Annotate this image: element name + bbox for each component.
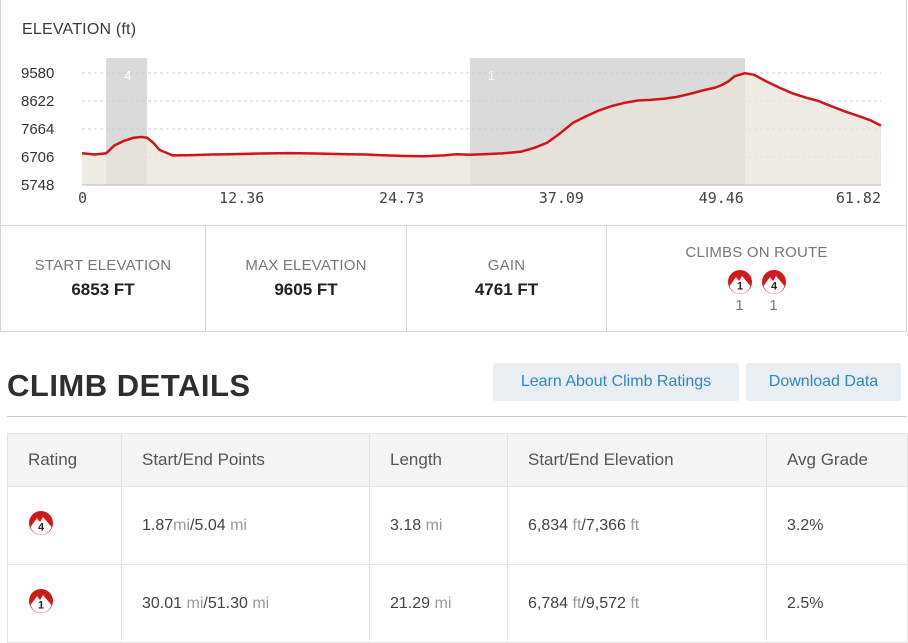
climb-rating-1-icon: 1 bbox=[28, 588, 54, 614]
gain-value: 4761 FT bbox=[474, 280, 539, 299]
grade-cell: 2.5% bbox=[766, 564, 908, 643]
unit: mi bbox=[173, 516, 191, 534]
x-tick-label: 61.82 bbox=[836, 189, 881, 207]
start-elevation: 6,784 bbox=[528, 594, 569, 612]
y-tick-label: 7664 bbox=[21, 121, 54, 138]
y-tick-label: 8622 bbox=[21, 93, 54, 110]
max-elevation-label: MAX ELEVATION bbox=[245, 257, 367, 274]
climb-rating-4-icon: 4 bbox=[28, 510, 54, 536]
column-header-rating: Rating bbox=[7, 433, 122, 487]
x-tick-label: 12.36 bbox=[219, 189, 264, 207]
unit: mi bbox=[434, 594, 452, 612]
length-cell: 3.18 mi bbox=[369, 486, 508, 565]
column-header-elevation: Start/End Elevation bbox=[507, 433, 767, 487]
max-elevation-stat: MAX ELEVATION 9605 FT bbox=[206, 226, 407, 331]
elevation-cell: 6,834 ft/7,366 ft bbox=[507, 486, 767, 565]
climb-count: 1 bbox=[735, 296, 744, 314]
table-row[interactable]: 1 30.01 mi/51.30 mi 21.29 mi 6,784 ft/9,… bbox=[7, 564, 908, 643]
max-elevation-value: 9605 FT bbox=[274, 280, 338, 299]
end-elevation: 7,366 bbox=[585, 516, 626, 534]
elevation-line bbox=[81, 71, 882, 158]
elevation-chart[interactable]: 4 1 5748 6706 7664 8622 9580 0 12.36 24.73 37.09 49… bbox=[1, 0, 908, 226]
unit: mi bbox=[425, 516, 443, 534]
climb-band-label: 1 bbox=[488, 68, 495, 83]
column-header-grade: Avg Grade bbox=[766, 433, 908, 487]
table-row[interactable]: 4 1.87mi/5.04 mi 3.18 mi 6,834 ft/7,366 … bbox=[7, 486, 908, 565]
x-tick-label: 49.46 bbox=[699, 189, 744, 207]
svg-text:4: 4 bbox=[770, 280, 777, 292]
unit: ft bbox=[572, 516, 582, 534]
rating-cell: 1 bbox=[7, 564, 122, 643]
y-tick-label: 9580 bbox=[21, 65, 54, 82]
elevation-chart-panel: ELEVATION (ft) 4 1 5748 6706 7664 8622 9580 0 12… bbox=[0, 0, 907, 226]
climb-counts: 1 1 bbox=[727, 297, 787, 314]
length-value: 21.29 bbox=[390, 594, 431, 612]
unit: ft bbox=[572, 594, 582, 612]
divider bbox=[7, 416, 907, 417]
climb-details-title: CLIMB DETAILS bbox=[7, 368, 251, 403]
climb-count: 1 bbox=[769, 296, 778, 314]
unit: mi bbox=[230, 516, 247, 534]
unit: ft bbox=[630, 516, 640, 534]
climb-details-table: Rating Start/End Points Length Start/End… bbox=[7, 433, 908, 643]
length-cell: 21.29 mi bbox=[369, 564, 508, 643]
points-cell: 1.87mi/5.04 mi bbox=[121, 486, 370, 565]
climb-rating-1-icon[interactable]: 1 bbox=[727, 269, 753, 295]
start-elevation-stat: START ELEVATION 6853 FT bbox=[1, 226, 206, 331]
column-header-length: Length bbox=[369, 433, 508, 487]
x-tick-label: 24.73 bbox=[379, 189, 424, 207]
length-value: 3.18 bbox=[390, 516, 422, 534]
svg-text:1: 1 bbox=[38, 600, 44, 612]
table-header-row: Rating Start/End Points Length Start/End… bbox=[7, 433, 908, 487]
chart-title: ELEVATION (ft) bbox=[22, 21, 137, 38]
end-point: 5.04 bbox=[194, 516, 226, 534]
download-data-button[interactable]: Download Data bbox=[746, 363, 901, 401]
route-stats: START ELEVATION 6853 FT MAX ELEVATION 96… bbox=[0, 225, 907, 332]
start-elevation-label: START ELEVATION bbox=[34, 257, 172, 274]
climb-rating-4-icon[interactable]: 4 bbox=[761, 269, 787, 295]
x-tick-label: 0 bbox=[78, 189, 87, 207]
climb-band-label: 4 bbox=[124, 68, 131, 83]
start-elevation: 6,834 bbox=[528, 516, 569, 534]
elevation-cell: 6,784 ft/9,572 ft bbox=[507, 564, 767, 643]
svg-text:4: 4 bbox=[38, 522, 45, 534]
climb-icons: 1 4 bbox=[727, 269, 787, 295]
end-elevation: 9,572 bbox=[585, 594, 626, 612]
rating-cell: 4 bbox=[7, 486, 122, 565]
grade-cell: 3.2% bbox=[766, 486, 908, 565]
start-point: 30.01 bbox=[142, 594, 183, 612]
x-tick-label: 37.09 bbox=[539, 189, 584, 207]
y-tick-label: 5748 bbox=[21, 177, 54, 194]
svg-text:1: 1 bbox=[736, 280, 742, 292]
start-elevation-value: 6853 FT bbox=[71, 280, 135, 299]
column-header-points: Start/End Points bbox=[121, 433, 370, 487]
climbs-on-route-label: CLIMBS ON ROUTE bbox=[685, 243, 828, 261]
unit: ft bbox=[630, 594, 640, 612]
points-cell: 30.01 mi/51.30 mi bbox=[121, 564, 370, 643]
climbs-on-route-stat: CLIMBS ON ROUTE 1 4 1 1 bbox=[607, 226, 906, 331]
gain-label: GAIN bbox=[487, 257, 526, 274]
elevation-area bbox=[82, 73, 881, 185]
gain-stat: GAIN 4761 FT bbox=[407, 226, 607, 331]
end-point: 51.30 bbox=[207, 594, 248, 612]
learn-climb-ratings-button[interactable]: Learn About Climb Ratings bbox=[493, 363, 739, 401]
start-point: 1.87 bbox=[142, 516, 174, 534]
y-tick-label: 6706 bbox=[21, 149, 54, 166]
unit: mi bbox=[252, 594, 270, 612]
unit: mi bbox=[186, 594, 204, 612]
